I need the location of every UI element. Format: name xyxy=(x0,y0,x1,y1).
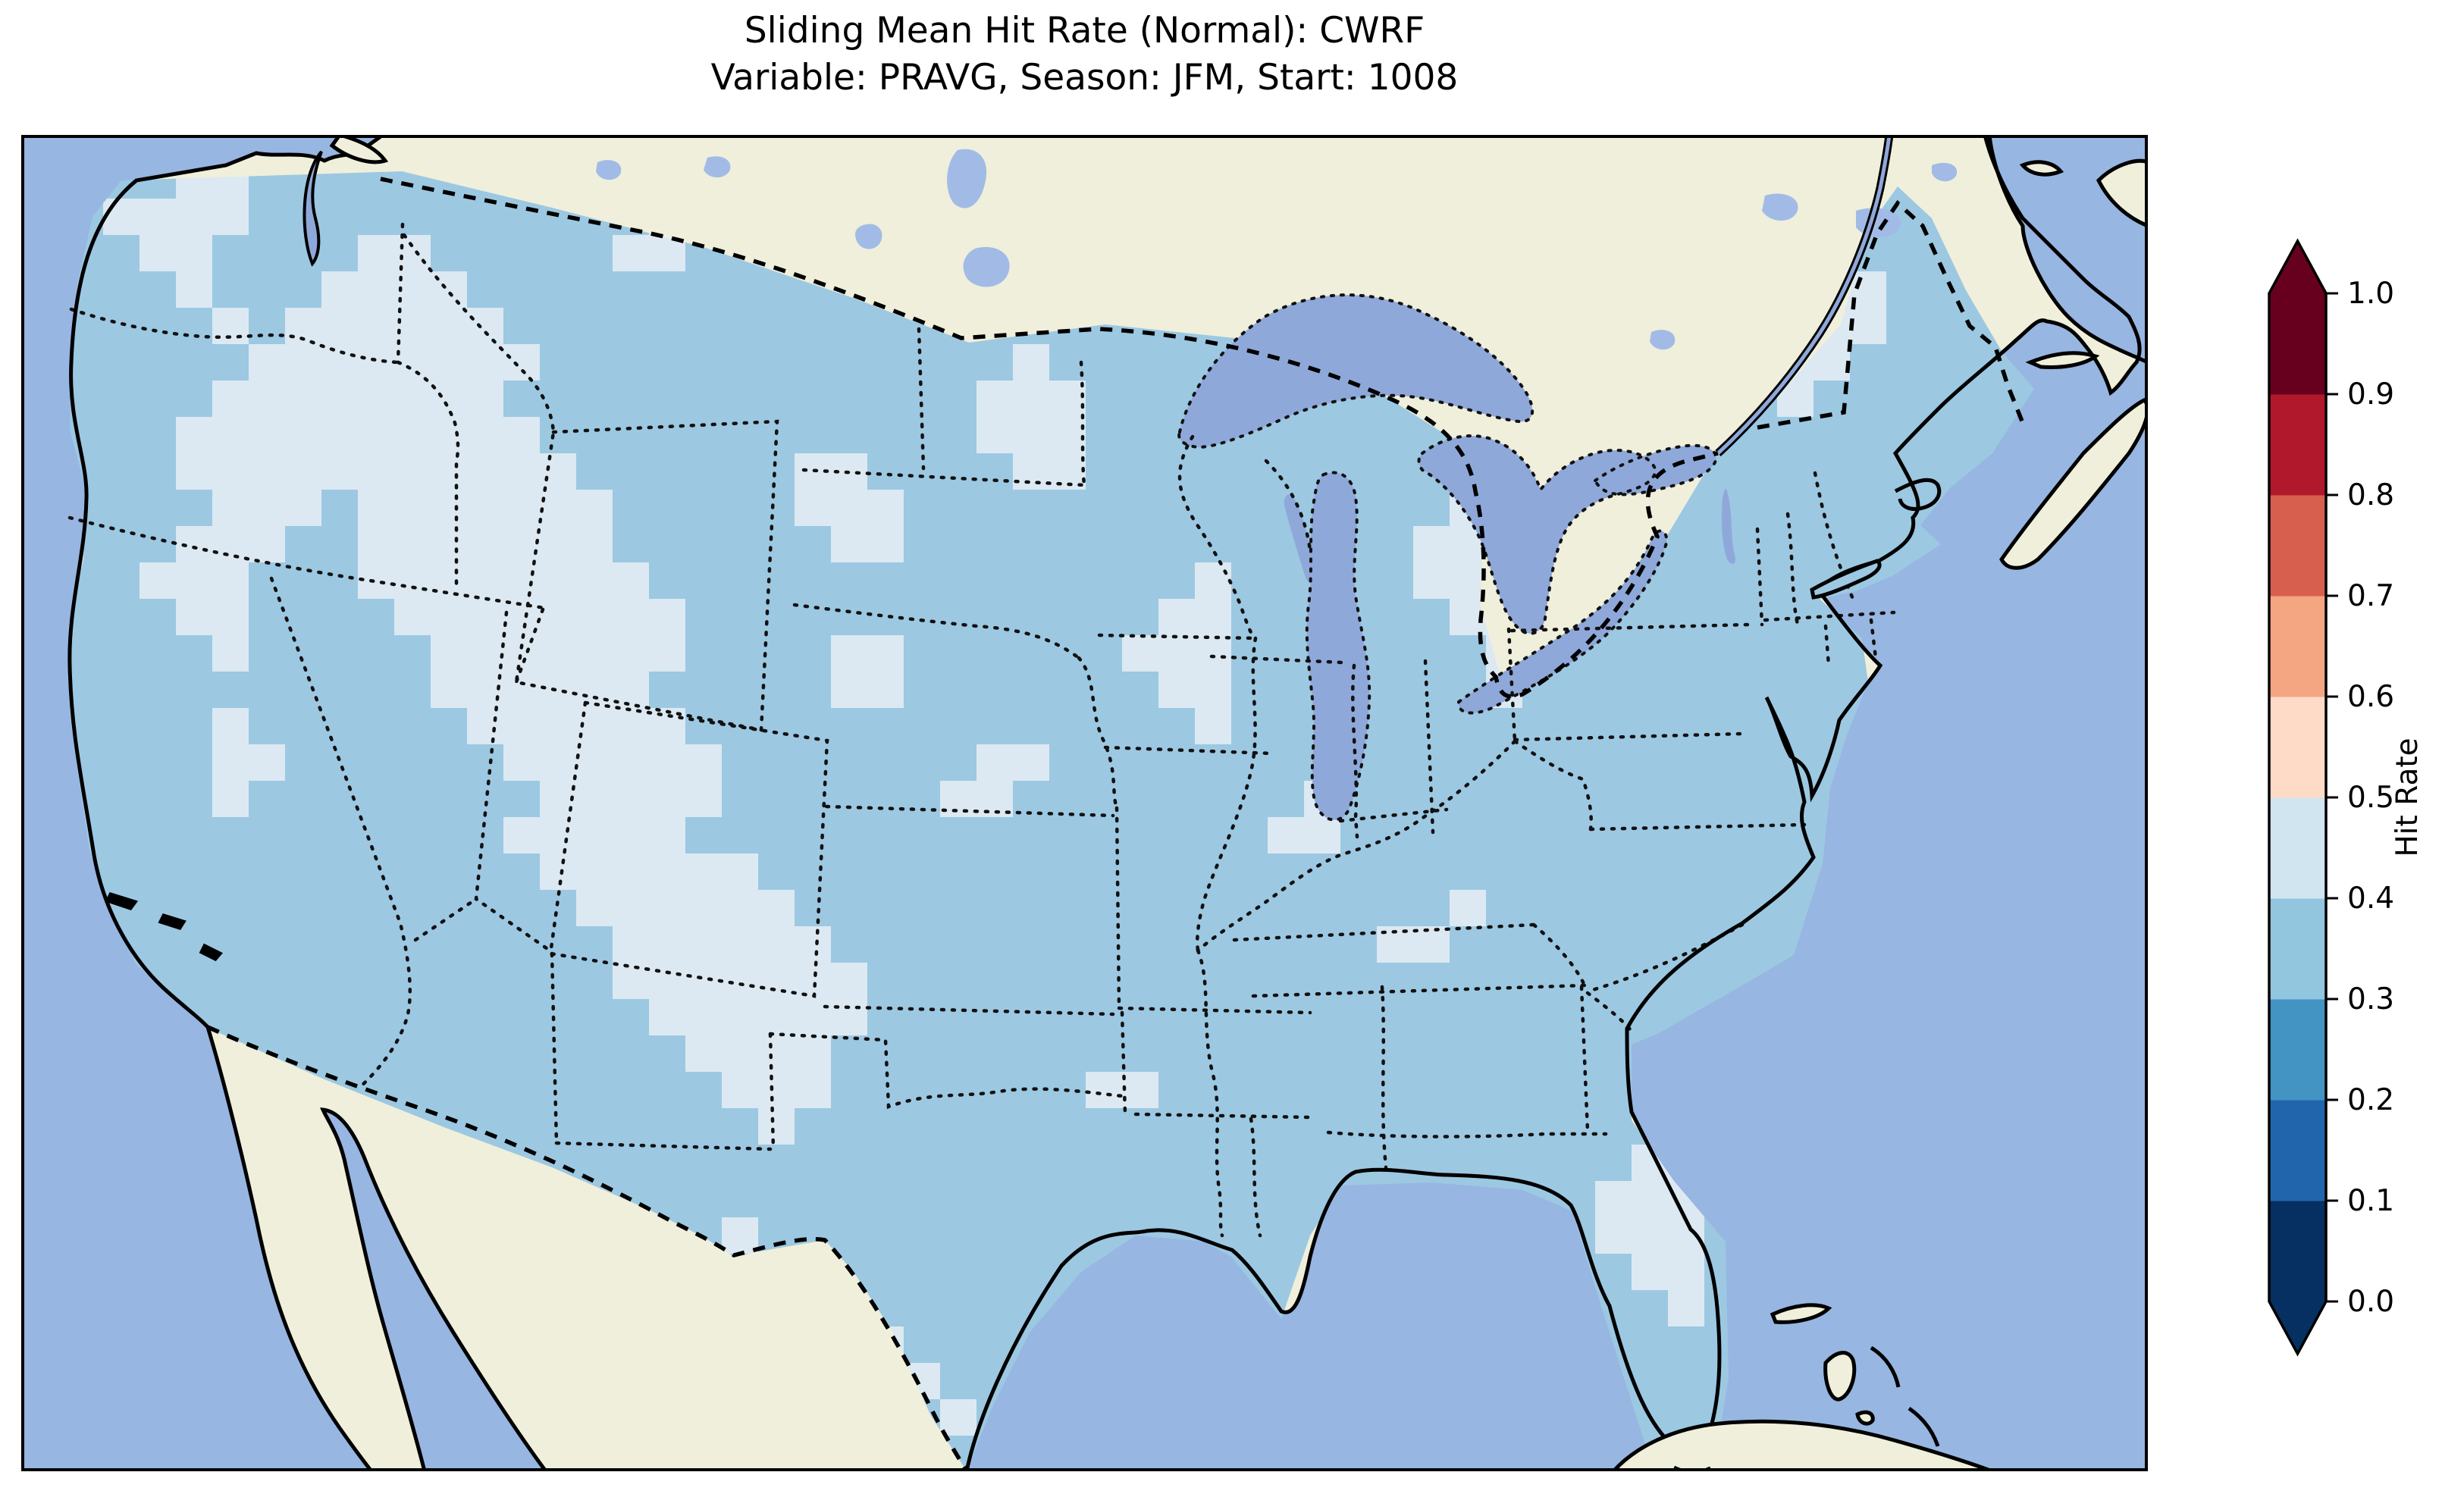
cape-cod xyxy=(1894,478,1942,511)
chart-title: Sliding Mean Hit Rate (Normal): CWRF Var… xyxy=(21,8,2148,102)
axes-border xyxy=(21,135,2148,1471)
newfoundland-fragment xyxy=(2096,158,2148,228)
state-borders xyxy=(67,222,1896,1238)
cuba xyxy=(1610,1419,1993,1471)
bahamas-long xyxy=(1908,1406,1940,1447)
colorbar-axis-label: Hit Rate xyxy=(2390,738,2425,857)
us-canada-border-east xyxy=(1757,199,2025,430)
lake-erie xyxy=(1458,531,1667,713)
st-lawrence-river xyxy=(1716,135,1892,455)
channel-island-1 xyxy=(105,891,139,910)
lake-huron xyxy=(1419,436,1655,634)
pacific-coastline xyxy=(67,135,384,1471)
long-island xyxy=(1810,559,1882,600)
channel-island-2 xyxy=(158,913,187,930)
colorbar-tick-label: 0.5 xyxy=(2347,781,2394,815)
bahamas-cay xyxy=(1855,1410,1875,1426)
bahamas-grand xyxy=(1770,1303,1832,1324)
colorbar-segments xyxy=(2269,241,2326,1354)
baja-gulf-coastline xyxy=(320,1107,548,1471)
lake-ontario xyxy=(1595,445,1716,495)
coastlines xyxy=(67,135,2142,1471)
colorbar-tick-label: 0.4 xyxy=(2347,882,2394,916)
colorbar-tick-label: 0.3 xyxy=(2347,982,2394,1016)
colorbar-tick-label: 0.2 xyxy=(2347,1083,2394,1117)
us-mexico-border xyxy=(206,1025,969,1471)
prince-edward-island xyxy=(2025,351,2100,369)
colorbar: 1.0 0.9 0.8 0.7 0.6 0.5 0.4 0.3 0.2 0.1 0.0 Hit Ra… xyxy=(2268,238,2425,1357)
colorbar-tick-label: 0.0 xyxy=(2347,1285,2394,1319)
us-canada-border xyxy=(380,177,1719,699)
lake-superior xyxy=(1179,295,1533,447)
national-borders xyxy=(206,177,2025,1471)
puget-sound xyxy=(303,150,323,267)
map-canvas xyxy=(21,135,2148,1471)
colorbar-tick-label: 0.9 xyxy=(2347,377,2394,412)
colorbar-tick-label: 0.6 xyxy=(2347,680,2394,714)
colorbar-tick-label: 1.0 xyxy=(2347,277,2394,311)
colorbar-tick-label: 0.7 xyxy=(2347,579,2394,613)
gulf-atlantic-coastline xyxy=(964,135,2142,1471)
lake-champlain xyxy=(1721,489,1736,564)
colorbar-tick-label: 0.8 xyxy=(2347,478,2394,512)
bahamas-eleuthera xyxy=(1870,1345,1901,1388)
title-line-1: Sliding Mean Hit Rate (Normal): CWRF xyxy=(744,10,1425,52)
channel-island-3 xyxy=(199,943,223,962)
colorbar-tick-label: 0.1 xyxy=(2347,1184,2394,1218)
green-bay xyxy=(1284,494,1315,584)
vancouver-island xyxy=(329,135,389,164)
title-line-2: Variable: PRAVG, Season: JFM, Start: 100… xyxy=(710,57,1459,99)
lake-outlines xyxy=(1177,293,1718,822)
colorbar-ticks: 1.0 0.9 0.8 0.7 0.6 0.5 0.4 0.3 0.2 0.1 0.0 xyxy=(2326,277,2394,1319)
anticosti-island xyxy=(2019,160,2064,177)
bahamas-andros xyxy=(1823,1351,1857,1402)
